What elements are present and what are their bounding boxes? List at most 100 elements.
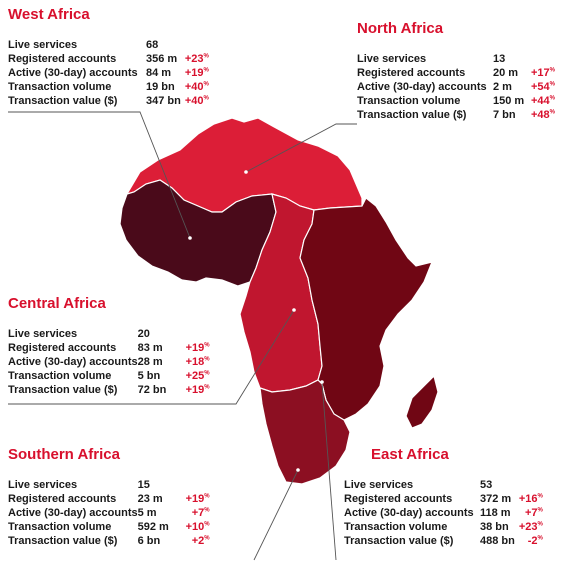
metric-change <box>527 52 555 66</box>
metric-change: +19% <box>181 66 209 80</box>
metric-value: 20 m <box>493 67 519 79</box>
central-africa-panel: Central Africa Live services 20 Registered… <box>8 295 210 397</box>
metric-value: 38 bn <box>480 521 509 533</box>
metric-change: +16% <box>515 492 543 506</box>
metric-label: Active (30-day) accounts <box>8 67 138 79</box>
region-title: East Africa <box>371 446 449 463</box>
metric-label: Transaction value ($) <box>344 535 454 547</box>
metric-label: Live services <box>8 39 78 51</box>
leader-dots <box>188 170 324 472</box>
east-africa-dot <box>320 380 324 384</box>
change-value: +19 <box>185 384 205 396</box>
metric-value: 356 m <box>146 53 178 65</box>
metric-change: +48% <box>527 108 555 122</box>
metric-value: 118 m <box>480 507 511 519</box>
metric-label: Active (30-day) accounts <box>344 507 474 519</box>
metric-value: 150 m <box>493 95 525 107</box>
percent-sign: % <box>203 95 209 102</box>
stat-row: Live services 68 <box>8 38 209 52</box>
metric-value: 15 <box>137 479 150 491</box>
metric-label: Live services <box>344 479 414 491</box>
percent-sign: % <box>537 507 543 514</box>
change-value: +23 <box>518 521 538 533</box>
metric-value: 68 <box>146 39 159 51</box>
north-africa-panel: North Africa Live services 13 Registered a… <box>357 20 555 122</box>
change-value: +40 <box>184 95 204 107</box>
metric-value: 13 <box>493 53 506 65</box>
stat-row: Transaction volume 5 bn +25% <box>8 369 210 383</box>
metric-value: 72 bn <box>137 384 167 396</box>
metric-value: 19 bn <box>146 81 175 93</box>
west-africa-panel: West Africa Live services 68 Registered ac… <box>8 6 209 108</box>
change-value: +18 <box>185 356 205 368</box>
east-africa-panel: East Africa Live services 53 Registered ac… <box>344 446 543 548</box>
west-africa-leader <box>8 111 191 239</box>
metric-change: +40% <box>181 80 209 94</box>
change-value: +23 <box>184 53 204 65</box>
stat-row: Active (30-day) accounts 28 m +18% <box>8 355 210 369</box>
metric-label: Registered accounts <box>8 342 117 354</box>
stats-table: Live services 68 Registered accounts 356 m +… <box>8 38 209 108</box>
change-value: +10 <box>185 521 205 533</box>
metric-value: 5 bn <box>137 370 161 382</box>
metric-change: +7% <box>515 506 543 520</box>
east-africa-region <box>299 197 433 421</box>
metric-value: 83 m <box>137 342 163 354</box>
percent-sign: % <box>204 521 210 528</box>
percent-sign: % <box>549 67 555 74</box>
north-africa-dot <box>244 170 248 174</box>
change-value: +17 <box>530 67 550 79</box>
stat-row: Active (30-day) accounts 118 m +7% <box>344 506 543 520</box>
metric-label: Registered accounts <box>344 493 453 505</box>
percent-sign: % <box>204 493 210 500</box>
stat-row: Transaction value ($) 6 bn +2% <box>8 534 210 548</box>
metric-label: Transaction volume <box>8 521 112 533</box>
metric-value: 5 m <box>137 507 157 519</box>
metric-value: 28 m <box>137 356 163 368</box>
change-value: +7 <box>524 507 538 519</box>
stat-row: Live services 53 <box>344 478 543 492</box>
percent-sign: % <box>204 356 210 363</box>
stat-row: Registered accounts 372 m +16% <box>344 492 543 506</box>
metric-change: +2% <box>182 534 210 548</box>
metric-label: Transaction value ($) <box>8 384 118 396</box>
metric-value: 7 bn <box>493 109 516 121</box>
metric-label: Transaction volume <box>344 521 448 533</box>
metric-label: Active (30-day) accounts <box>8 356 138 368</box>
metric-value: 6 bn <box>137 535 161 547</box>
metric-label: Live services <box>8 328 78 340</box>
stat-row: Transaction volume 150 m +44% <box>357 94 555 108</box>
change-value: +19 <box>184 67 204 79</box>
change-value: +25 <box>185 370 205 382</box>
metric-value: 488 bn <box>480 535 515 547</box>
stat-row: Transaction volume 38 bn +23% <box>344 520 543 534</box>
percent-sign: % <box>204 342 210 349</box>
metric-change: +23% <box>515 520 543 534</box>
stat-row: Transaction volume 19 bn +40% <box>8 80 209 94</box>
metric-value: 20 <box>137 328 150 340</box>
region-title: Southern Africa <box>8 446 120 463</box>
metric-value: 347 bn <box>146 95 181 107</box>
region-title: North Africa <box>357 20 444 37</box>
metric-change: +54% <box>527 80 555 94</box>
metric-label: Transaction volume <box>8 81 112 93</box>
leader-lines <box>8 111 357 561</box>
metric-label: Registered accounts <box>357 67 466 79</box>
change-value: +44 <box>530 95 550 107</box>
east-africa-leader <box>321 381 337 561</box>
metric-change: +19% <box>182 383 210 397</box>
metric-label: Live services <box>357 53 427 65</box>
metric-label: Transaction volume <box>357 95 461 107</box>
change-value: +40 <box>184 81 204 93</box>
stat-row: Transaction value ($) 7 bn +48% <box>357 108 555 122</box>
percent-sign: % <box>549 109 555 116</box>
metric-change: -2% <box>515 534 543 548</box>
percent-sign: % <box>549 81 555 88</box>
change-value: +2 <box>191 535 205 547</box>
change-value: +16 <box>518 493 538 505</box>
percent-sign: % <box>204 535 210 542</box>
percent-sign: % <box>204 507 210 514</box>
metric-value: 53 <box>480 479 493 491</box>
central-africa-leader <box>8 309 295 405</box>
